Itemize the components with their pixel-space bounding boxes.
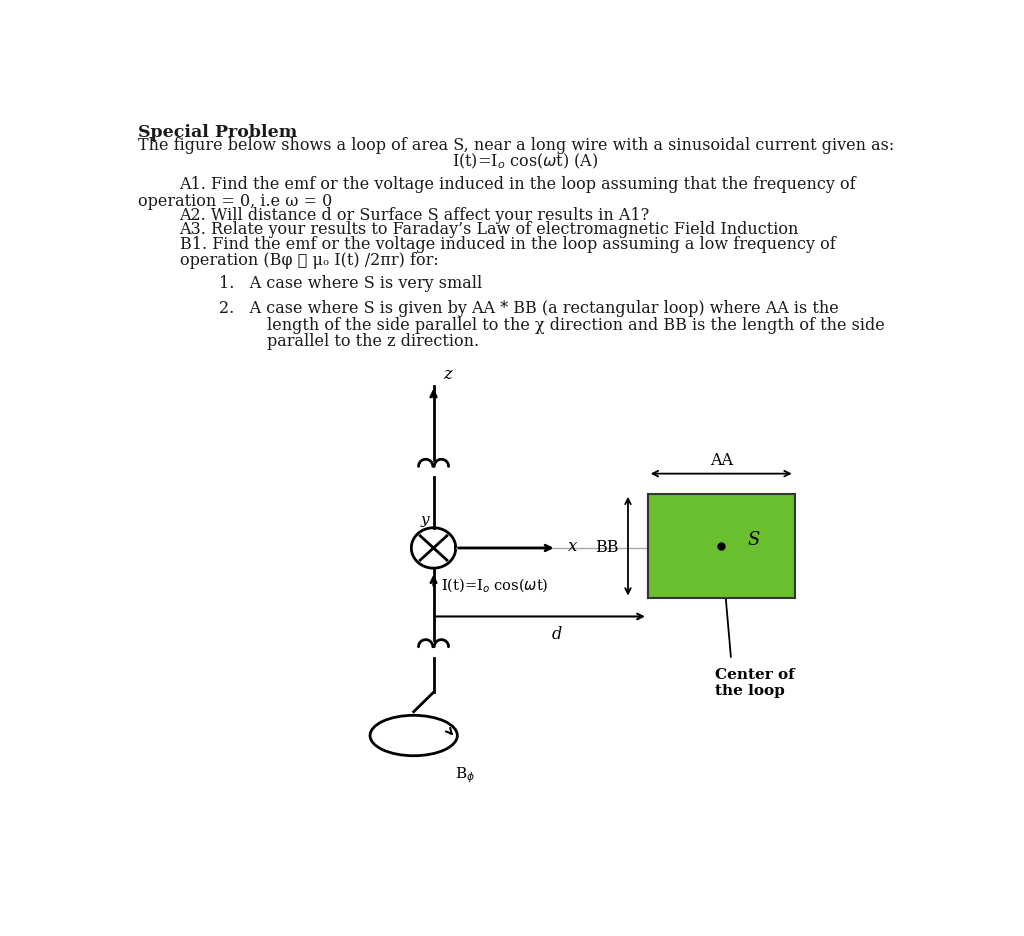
- Text: S: S: [748, 531, 760, 548]
- Text: y: y: [421, 513, 430, 527]
- Text: 2.   A case where S is given by AA * BB (a rectangular loop) where AA is the: 2. A case where S is given by AA * BB (a…: [219, 300, 839, 316]
- Text: I(t)=I$_o$ cos($\omega$t) (A): I(t)=I$_o$ cos($\omega$t) (A): [452, 152, 598, 170]
- Text: parallel to the z direction.: parallel to the z direction.: [267, 333, 479, 350]
- Text: the loop: the loop: [715, 683, 785, 697]
- Text: AA: AA: [710, 451, 733, 468]
- Text: A3. Relate your results to Faraday’s Law of electromagnetic Field Induction: A3. Relate your results to Faraday’s Law…: [179, 221, 799, 238]
- Text: operation = 0, i.e ω = 0: operation = 0, i.e ω = 0: [138, 192, 333, 210]
- Text: operation (Bφ ≅ μₒ I(t) /2πr) for:: operation (Bφ ≅ μₒ I(t) /2πr) for:: [179, 252, 438, 269]
- Text: x: x: [568, 537, 578, 555]
- Text: Special Problem: Special Problem: [138, 124, 298, 140]
- Text: A1. Find the emf or the voltage induced in the loop assuming that the frequency : A1. Find the emf or the voltage induced …: [179, 176, 856, 193]
- Text: 1.   A case where S is very small: 1. A case where S is very small: [219, 275, 482, 292]
- Bar: [648, 494, 795, 599]
- Text: length of the side parallel to the χ direction and BB is the length of the side: length of the side parallel to the χ dir…: [267, 316, 885, 333]
- Text: d: d: [551, 625, 562, 642]
- Text: B1. Find the emf or the voltage induced in the loop assuming a low frequency of: B1. Find the emf or the voltage induced …: [179, 236, 836, 253]
- Text: B$_\phi$: B$_\phi$: [455, 765, 475, 784]
- Text: z: z: [443, 366, 452, 383]
- Text: BB: BB: [595, 538, 618, 555]
- Text: A2. Will distance d or Surface S affect your results in A1?: A2. Will distance d or Surface S affect …: [179, 207, 650, 224]
- Text: The figure below shows a loop of area S, near a long wire with a sinusoidal curr: The figure below shows a loop of area S,…: [138, 137, 895, 154]
- Text: Center of: Center of: [715, 667, 795, 681]
- Text: I(t)=I$_o$ cos($\omega$t): I(t)=I$_o$ cos($\omega$t): [441, 576, 549, 594]
